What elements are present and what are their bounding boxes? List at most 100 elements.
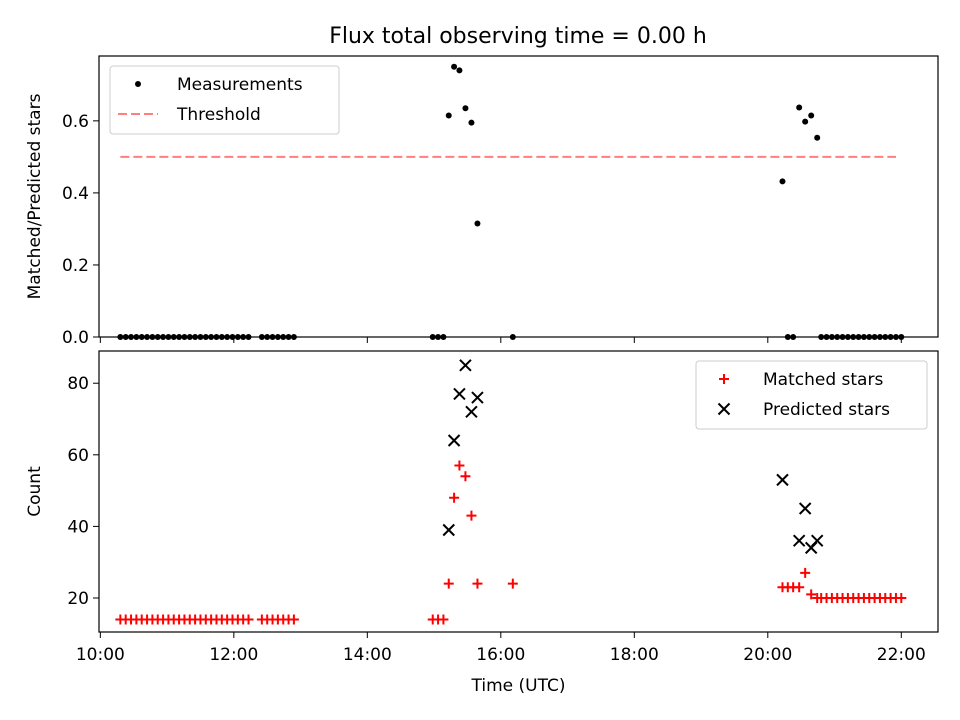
measurement-point	[176, 334, 183, 340]
predicted-star-point	[798, 502, 812, 515]
matched-star-point	[806, 589, 817, 600]
matched-star-point	[896, 592, 907, 603]
y-tick-label: 0.0	[62, 328, 89, 348]
measurement-point	[269, 334, 276, 340]
measurement-point	[834, 334, 841, 340]
measurement-point	[240, 334, 247, 340]
measurement-point	[264, 334, 271, 340]
measurement-point	[122, 334, 129, 340]
measurement-point	[866, 334, 873, 340]
measurement-point	[445, 112, 452, 119]
measurement-point	[808, 112, 815, 119]
measurement-point	[234, 334, 241, 340]
axes-frame	[98, 55, 939, 338]
y-axis-label: Count	[25, 466, 45, 517]
measurement-point	[839, 334, 846, 340]
measurement-point	[186, 334, 193, 340]
predicted-star-point	[776, 473, 789, 487]
series-measurements	[117, 63, 905, 340]
predicted-star-point	[442, 523, 455, 537]
measurement-point	[823, 334, 830, 340]
matched-star-point	[460, 471, 471, 482]
y-tick-label: 80	[67, 374, 89, 394]
top-axes-matched-ratio: 0.0 0.2 0.4 0.6 Matched/Predicted stars Measu…	[25, 55, 939, 348]
matched-star-point	[507, 578, 518, 589]
measurement-point	[144, 334, 151, 340]
measurement-point	[154, 334, 161, 340]
y-tick-label: 0.2	[62, 256, 89, 276]
x-tick-label: 16:00	[476, 645, 525, 665]
x-tick-label: 14:00	[343, 645, 392, 665]
measurement-point	[456, 67, 463, 74]
x-tick-label: 20:00	[743, 645, 792, 665]
measurement-point	[258, 334, 265, 340]
matched-star-point	[472, 578, 483, 589]
measurement-point	[882, 334, 889, 340]
predicted-star-point	[453, 387, 466, 401]
axes-frame	[98, 350, 939, 633]
matched-star-point	[443, 578, 454, 589]
measurement-point	[828, 334, 835, 340]
legend-label: Measurements	[177, 75, 303, 95]
x-tick-label: 22:00	[877, 645, 926, 665]
y-tick-label: 0.4	[62, 184, 89, 204]
x-tick-label: 18:00	[610, 645, 659, 665]
predicted-star-point	[471, 391, 484, 404]
measurement-point	[224, 334, 231, 340]
measurement-point	[290, 334, 297, 340]
measurement-point	[133, 334, 140, 340]
measurement-point	[192, 334, 199, 340]
measurement-point	[197, 334, 204, 340]
measurement-point	[876, 334, 883, 340]
legend-swatch-plus	[719, 374, 729, 384]
matched-star-point	[438, 614, 449, 625]
measurement-point	[213, 334, 220, 340]
measurement-point	[229, 334, 236, 340]
legend-label: Matched stars	[763, 370, 883, 390]
bottom-axes-star-counts: 10:00 12:00 14:00 16:00 18:00 20:00 22:00 20 40 6…	[25, 350, 939, 696]
measurement-point	[509, 334, 516, 340]
matched-star-point	[454, 460, 465, 471]
measurement-point	[435, 334, 442, 340]
measurement-point	[218, 334, 225, 340]
measurement-point	[429, 334, 436, 340]
measurement-point	[462, 105, 469, 112]
legend: Measurements Threshold	[109, 65, 340, 135]
measurement-point	[860, 334, 867, 340]
figure-title: Flux total observing time = 0.00 h	[329, 24, 707, 49]
series-predicted-stars	[442, 359, 824, 555]
predicted-star-point	[465, 405, 478, 419]
measurement-point	[440, 334, 447, 340]
measurement-point	[796, 104, 803, 111]
y-tick-label: 60	[67, 446, 89, 466]
measurement-point	[814, 134, 821, 141]
matched-star-point	[466, 510, 477, 521]
measurement-point	[165, 334, 172, 340]
measurement-point	[887, 334, 894, 340]
predicted-star-point	[459, 359, 472, 372]
legend-frame	[109, 65, 340, 135]
legend-label: Threshold	[176, 105, 261, 125]
measurement-point	[274, 334, 281, 340]
y-tick-label: 20	[67, 589, 89, 609]
measurement-point	[245, 334, 252, 340]
measurement-point	[850, 334, 857, 340]
measurement-point	[181, 334, 188, 340]
predicted-star-point	[810, 534, 824, 547]
matched-star-point	[288, 614, 299, 625]
measurement-point	[160, 334, 167, 340]
matched-star-point	[449, 492, 460, 503]
measurement-point	[892, 334, 899, 340]
measurement-point	[474, 220, 481, 227]
measurement-point	[208, 334, 215, 340]
x-tick-label: 10:00	[76, 645, 125, 665]
x-tick-label: 12:00	[209, 645, 258, 665]
measurement-point	[779, 178, 786, 185]
measurement-point	[117, 334, 124, 340]
y-tick-label: 40	[67, 517, 89, 537]
y-tick-label: 0.6	[62, 112, 89, 132]
matched-star-point	[800, 567, 811, 578]
measurement-point	[844, 334, 851, 340]
measurement-point	[784, 334, 791, 340]
